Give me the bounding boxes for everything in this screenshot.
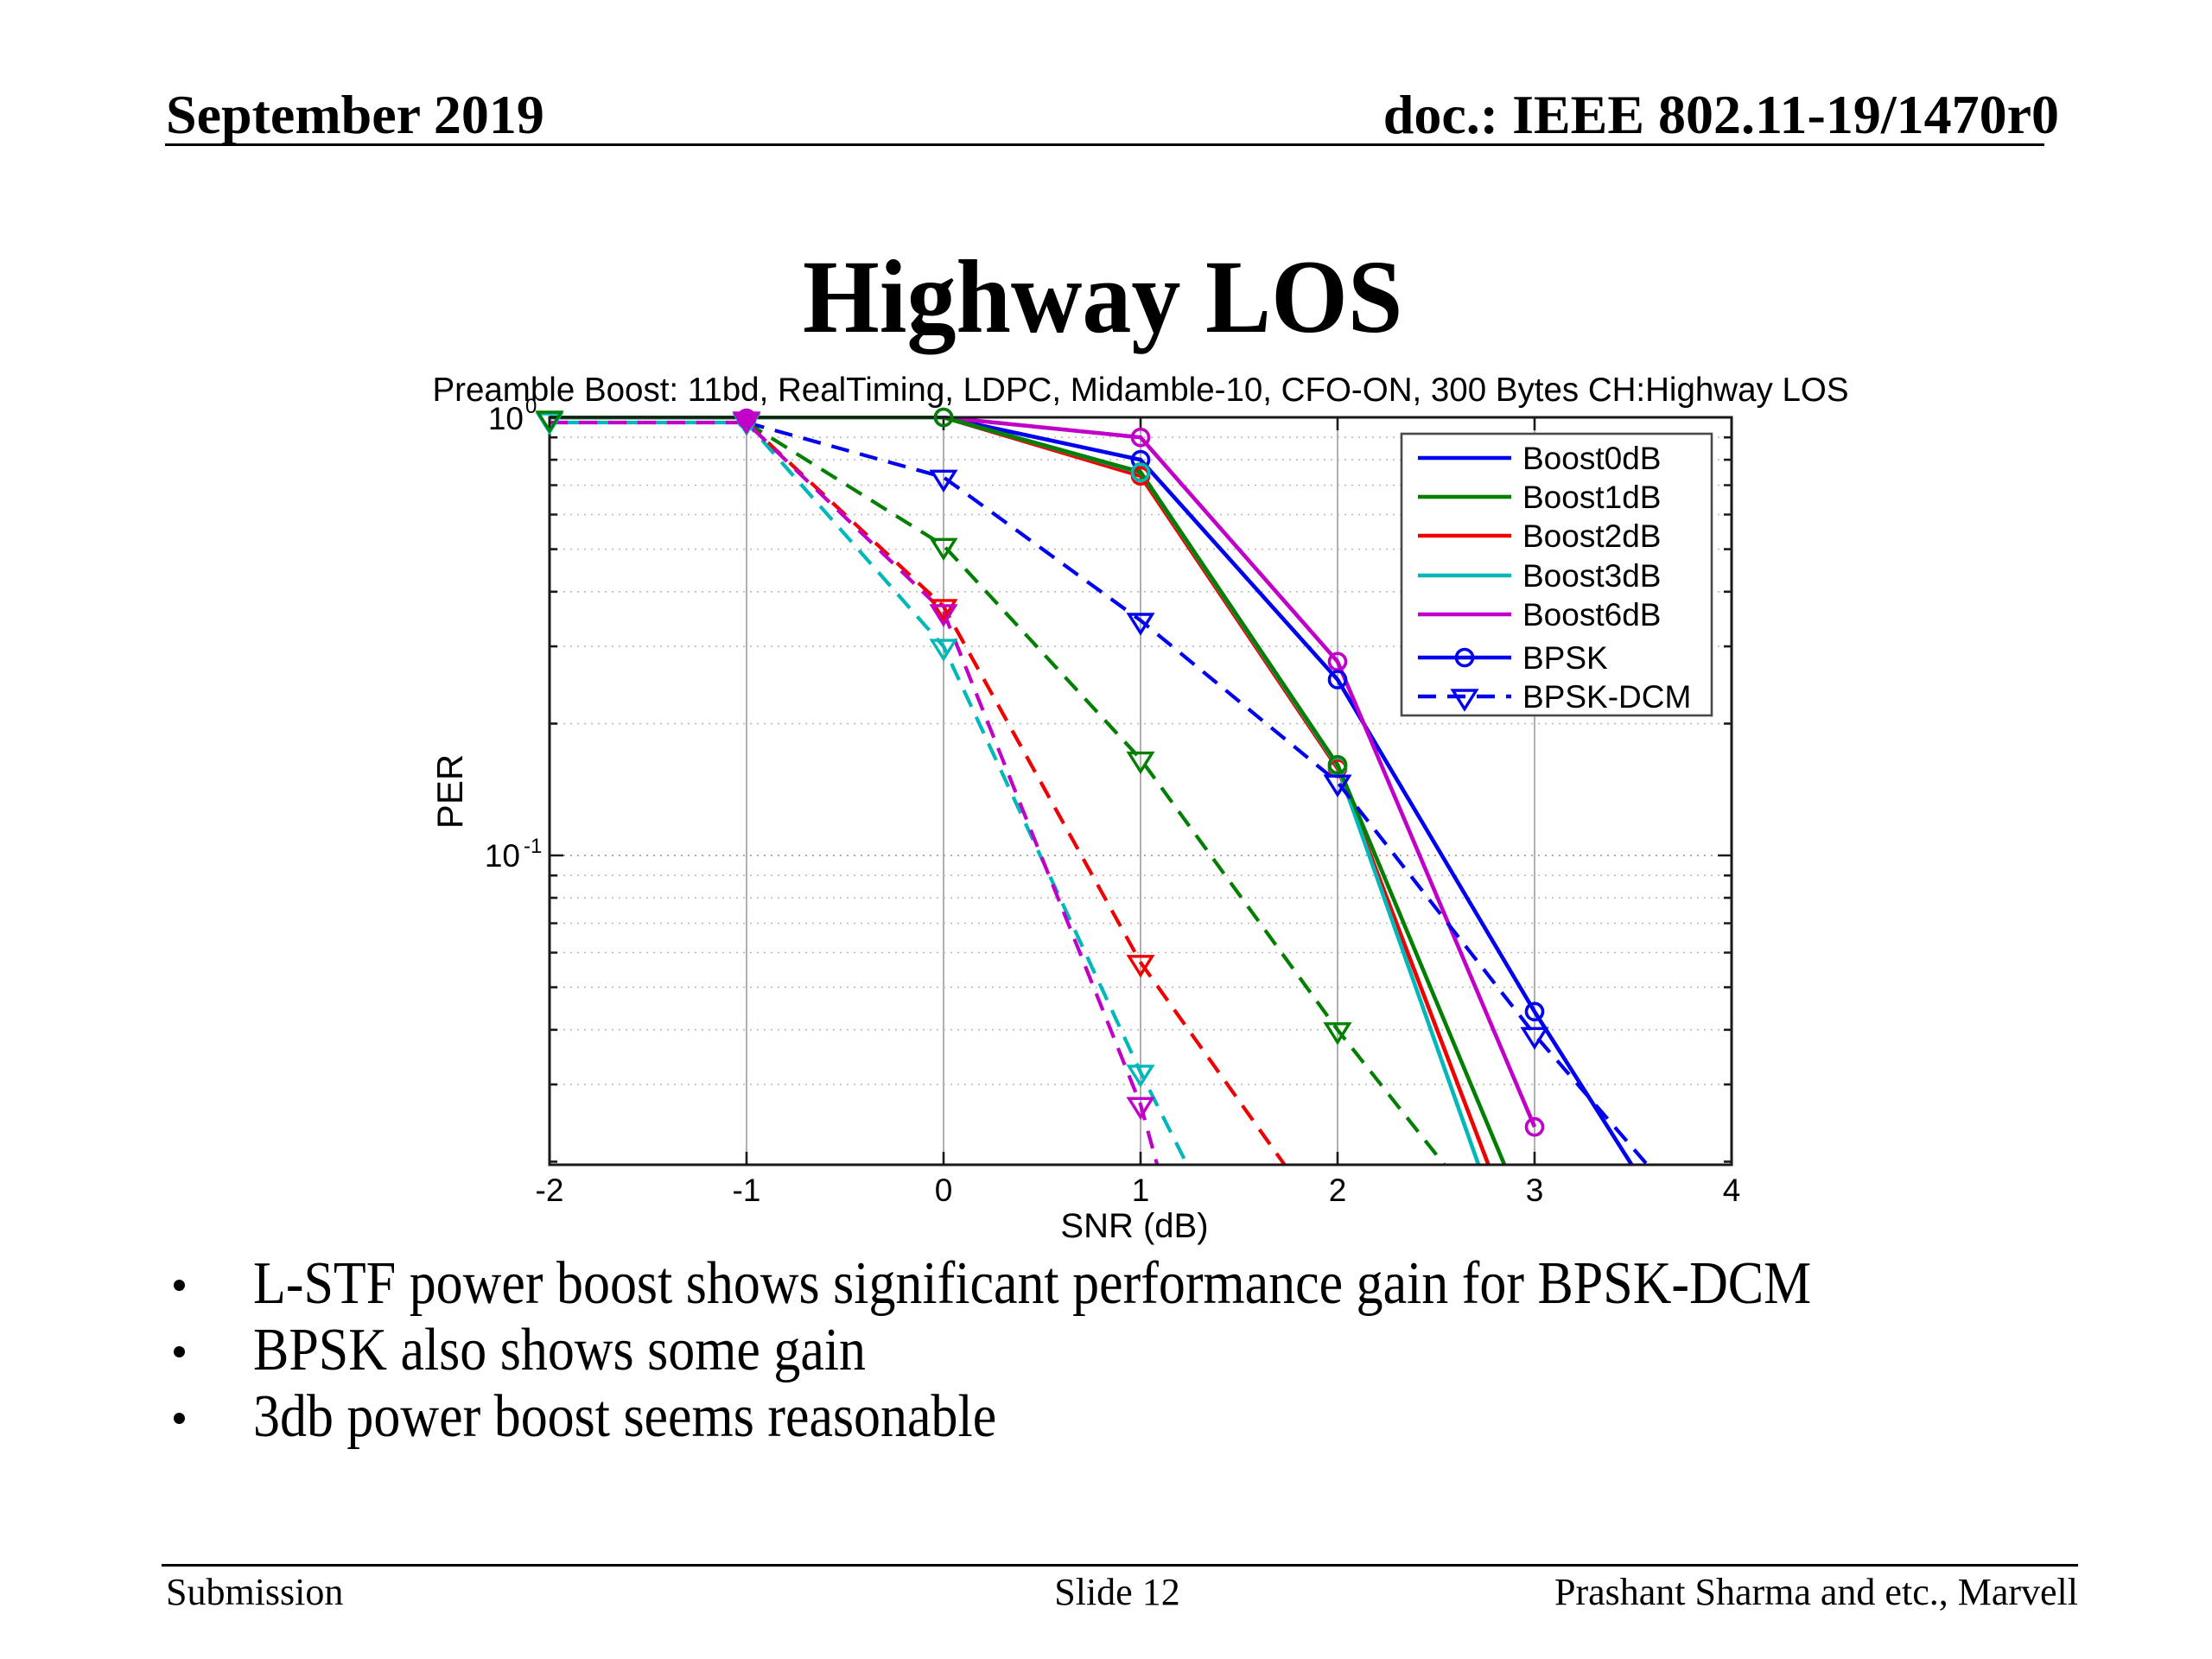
- svg-text:BPSK: BPSK: [1522, 640, 1608, 676]
- svg-text:Boost0dB: Boost0dB: [1522, 441, 1661, 476]
- svg-text:-1: -1: [524, 835, 542, 858]
- svg-text:Boost3dB: Boost3dB: [1522, 558, 1661, 594]
- svg-text:Preamble Boost: 11bd, RealTimi: Preamble Boost: 11bd, RealTiming, LDPC, …: [432, 372, 1848, 409]
- svg-text:2: 2: [1329, 1173, 1347, 1208]
- svg-text:4: 4: [1723, 1173, 1741, 1208]
- svg-text:PER: PER: [429, 754, 470, 829]
- svg-text:Boost2dB: Boost2dB: [1522, 518, 1661, 554]
- svg-text:10: 10: [485, 838, 520, 874]
- svg-text:3: 3: [1526, 1173, 1544, 1208]
- svg-text:0: 0: [935, 1173, 953, 1208]
- svg-text:Boost6dB: Boost6dB: [1522, 597, 1661, 632]
- svg-text:BPSK-DCM: BPSK-DCM: [1522, 679, 1691, 715]
- svg-text:Boost1dB: Boost1dB: [1522, 480, 1661, 515]
- svg-text:SNR (dB): SNR (dB): [1060, 1207, 1208, 1245]
- svg-text:10: 10: [488, 401, 524, 436]
- svg-text:0: 0: [525, 395, 537, 418]
- svg-text:1: 1: [1132, 1173, 1150, 1208]
- svg-text:-2: -2: [536, 1173, 564, 1208]
- svg-text:-1: -1: [733, 1173, 761, 1208]
